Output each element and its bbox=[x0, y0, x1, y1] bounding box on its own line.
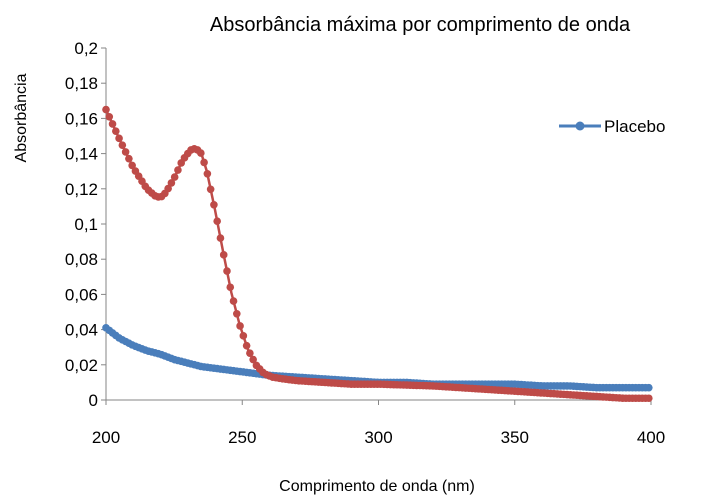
y-axis-ticks: 0 0,02 0,04 0,06 0,08 0,1 0,12 0,14 0,16 0,18 0,2 bbox=[65, 39, 106, 410]
series-2 bbox=[102, 105, 653, 403]
data-point bbox=[112, 127, 120, 135]
data-point bbox=[167, 179, 176, 187]
data-point bbox=[118, 141, 127, 149]
data-point bbox=[219, 251, 228, 259]
data-point bbox=[246, 349, 254, 357]
y-tick-label: 0,06 bbox=[65, 285, 98, 304]
data-point bbox=[105, 112, 114, 121]
data-point bbox=[115, 134, 123, 143]
data-point bbox=[164, 184, 172, 193]
legend-label-placebo: Placebo bbox=[604, 117, 665, 136]
y-tick-label: 0,14 bbox=[65, 145, 98, 164]
data-point bbox=[216, 234, 225, 242]
data-point bbox=[125, 154, 133, 163]
data-point bbox=[203, 169, 212, 178]
data-point bbox=[102, 105, 110, 114]
x-tick-label: 300 bbox=[364, 428, 392, 447]
y-tick-label: 0,08 bbox=[65, 250, 98, 269]
data-point bbox=[645, 383, 653, 392]
x-tick-label: 400 bbox=[637, 428, 665, 447]
data-point bbox=[206, 185, 215, 194]
data-point bbox=[242, 341, 251, 350]
data-point bbox=[229, 297, 238, 305]
legend-marker-placebo bbox=[575, 121, 585, 131]
y-tick-label: 0,2 bbox=[74, 39, 98, 58]
data-point bbox=[249, 355, 257, 364]
y-tick-label: 0 bbox=[89, 391, 98, 410]
data-point bbox=[174, 166, 182, 174]
x-axis-label: Comprimento de onda (nm) bbox=[279, 478, 475, 495]
y-tick-label: 0,16 bbox=[65, 109, 98, 128]
data-point bbox=[223, 267, 231, 275]
data-point bbox=[121, 148, 130, 156]
y-tick-label: 0,18 bbox=[65, 74, 98, 93]
chart-title: Absorbância máxima por comprimento de on… bbox=[210, 14, 631, 36]
data-point bbox=[210, 200, 218, 209]
y-tick-label: 0,1 bbox=[74, 215, 98, 234]
data-point bbox=[239, 332, 248, 340]
data-point bbox=[213, 217, 221, 225]
data-point bbox=[645, 394, 653, 403]
data-point bbox=[233, 309, 241, 318]
data-point bbox=[170, 173, 179, 181]
y-axis-label: Absorbância bbox=[13, 73, 30, 162]
data-point bbox=[226, 283, 235, 292]
data-point bbox=[197, 149, 205, 157]
y-tick-label: 0,12 bbox=[65, 180, 98, 199]
data-point bbox=[128, 161, 136, 170]
legend: Placebo bbox=[559, 117, 665, 136]
x-tick-label: 250 bbox=[228, 428, 256, 447]
x-tick-label: 350 bbox=[501, 428, 529, 447]
x-tick-label: 200 bbox=[92, 428, 120, 447]
y-tick-label: 0,04 bbox=[65, 321, 98, 340]
data-point bbox=[108, 120, 117, 128]
data-point bbox=[236, 322, 244, 330]
x-axis-ticks: 200 250 300 350 400 bbox=[92, 400, 665, 447]
data-point bbox=[200, 158, 208, 167]
series-layer bbox=[102, 105, 653, 403]
y-tick-label: 0,02 bbox=[65, 356, 98, 375]
